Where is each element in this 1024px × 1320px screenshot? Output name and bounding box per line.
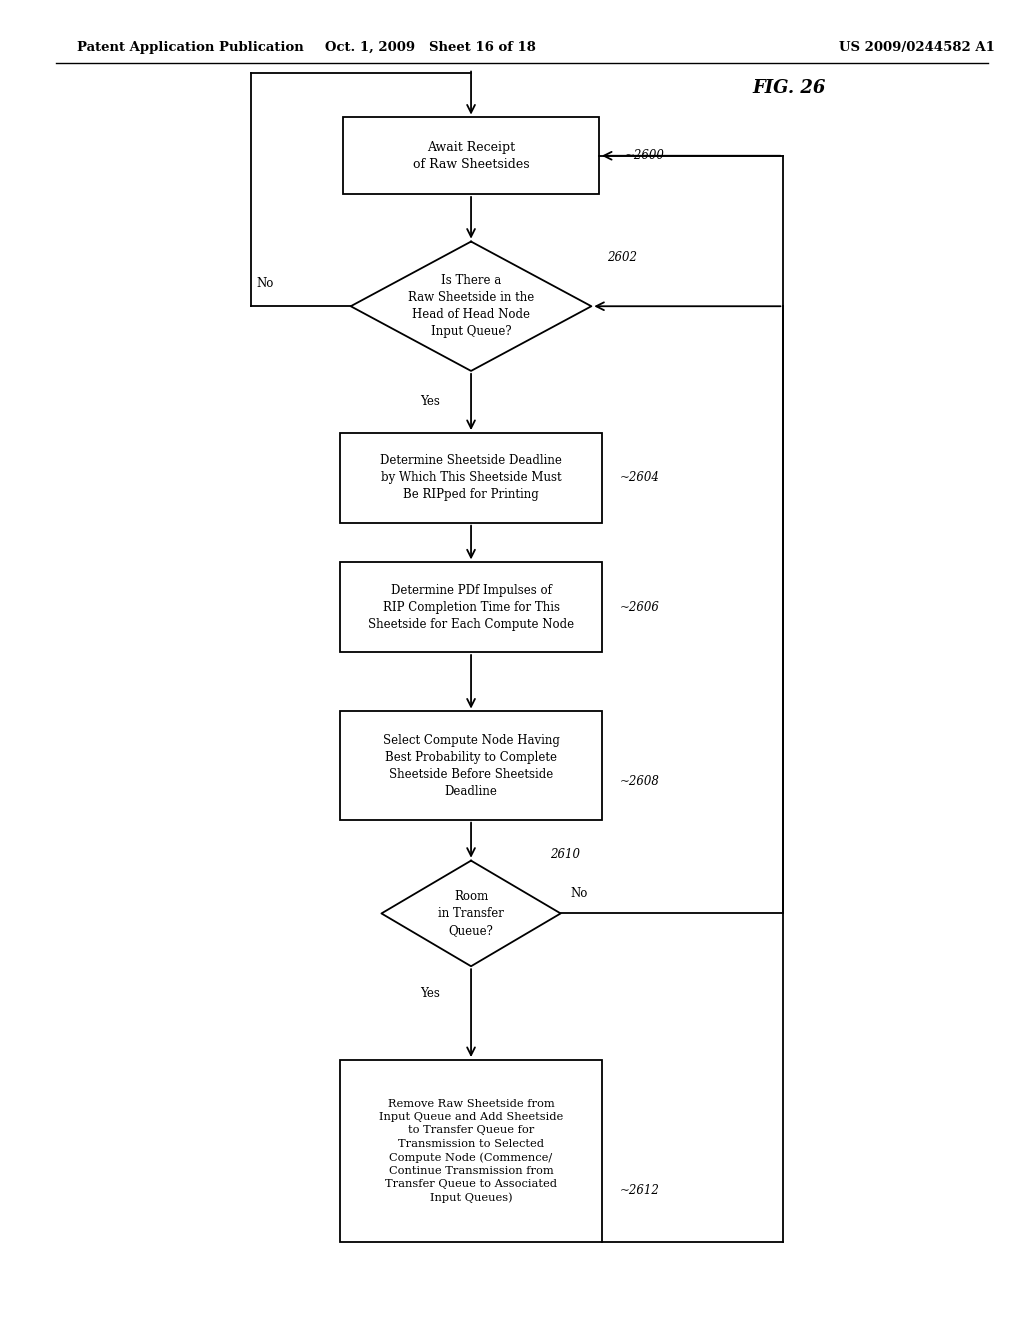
Text: Determine PDf Impulses of
RIP Completion Time for This
Sheetside for Each Comput: Determine PDf Impulses of RIP Completion…: [368, 583, 574, 631]
FancyBboxPatch shape: [343, 117, 599, 194]
Text: 2602: 2602: [606, 251, 637, 264]
Text: ~2608: ~2608: [621, 775, 659, 788]
Text: US 2009/0244582 A1: US 2009/0244582 A1: [839, 41, 994, 54]
Text: Select Compute Node Having
Best Probability to Complete
Sheetside Before Sheetsi: Select Compute Node Having Best Probabil…: [383, 734, 559, 797]
Text: Await Receipt
of Raw Sheetsides: Await Receipt of Raw Sheetsides: [413, 141, 529, 170]
Text: Remove Raw Sheetside from
Input Queue and Add Sheetside
to Transfer Queue for
Tr: Remove Raw Sheetside from Input Queue an…: [379, 1100, 563, 1203]
Polygon shape: [382, 861, 561, 966]
Text: Patent Application Publication: Patent Application Publication: [77, 41, 303, 54]
Text: 2610: 2610: [551, 847, 581, 861]
FancyBboxPatch shape: [340, 433, 602, 523]
Text: Is There a
Raw Sheetside in the
Head of Head Node
Input Queue?: Is There a Raw Sheetside in the Head of …: [408, 275, 535, 338]
Polygon shape: [350, 242, 592, 371]
Text: Yes: Yes: [421, 395, 440, 408]
FancyBboxPatch shape: [340, 711, 602, 820]
Text: FIG. 26: FIG. 26: [753, 79, 826, 98]
Text: Determine Sheetside Deadline
by Which This Sheetside Must
Be RIPped for Printing: Determine Sheetside Deadline by Which Th…: [380, 454, 562, 502]
Text: ~2606: ~2606: [621, 601, 659, 614]
FancyBboxPatch shape: [340, 1060, 602, 1242]
Text: No: No: [256, 277, 273, 290]
Text: ~2604: ~2604: [621, 471, 659, 484]
Text: Room
in Transfer
Queue?: Room in Transfer Queue?: [438, 890, 504, 937]
FancyBboxPatch shape: [340, 562, 602, 652]
Text: Oct. 1, 2009   Sheet 16 of 18: Oct. 1, 2009 Sheet 16 of 18: [325, 41, 536, 54]
Text: ~2612: ~2612: [621, 1184, 659, 1197]
Text: ~2600: ~2600: [625, 149, 665, 162]
Text: Yes: Yes: [421, 987, 440, 1001]
Text: No: No: [571, 887, 588, 900]
